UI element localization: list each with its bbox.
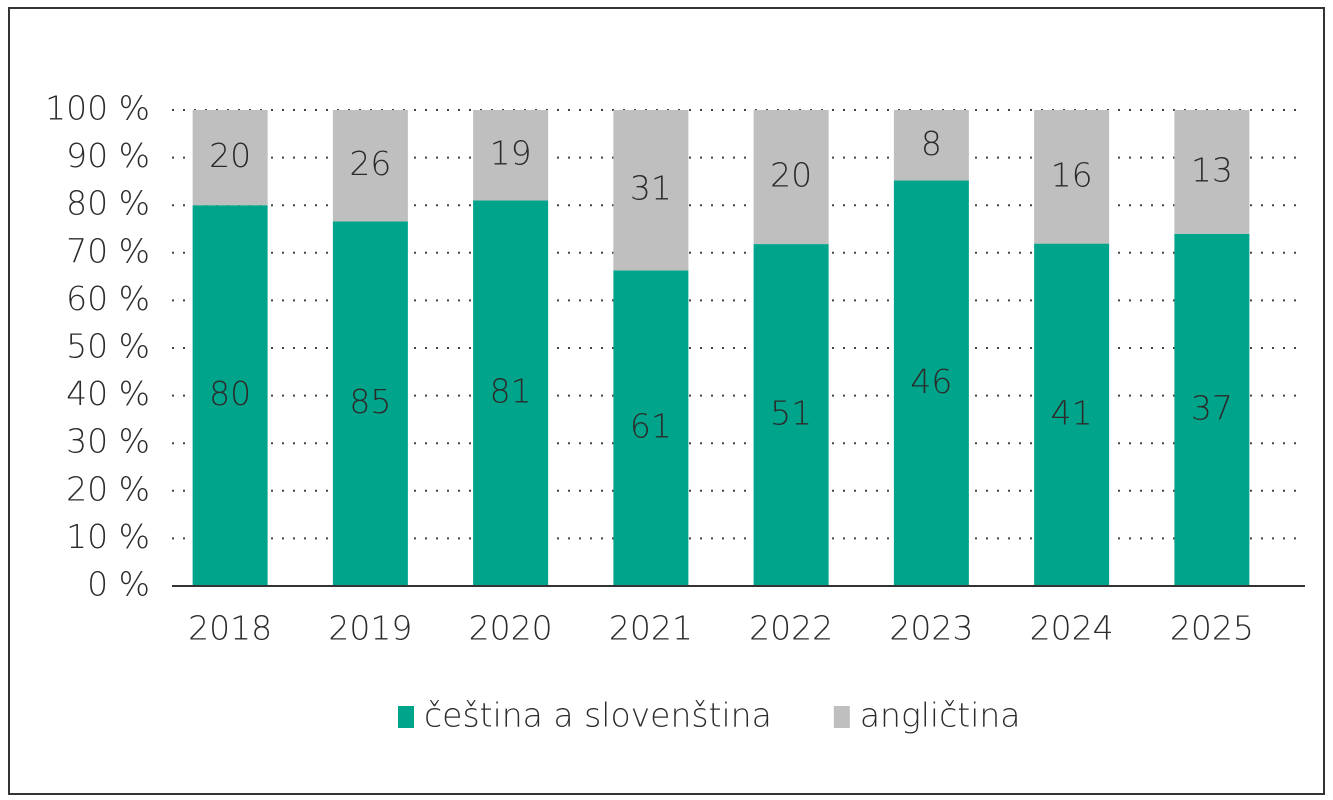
data-label: 8 — [921, 124, 942, 163]
data-label: 20 — [209, 136, 251, 175]
x-tick-label: 2023 — [889, 609, 973, 648]
bar-segment — [332, 221, 408, 587]
bar-segment — [893, 110, 969, 181]
bar-segment — [753, 110, 829, 245]
y-tick-label: 20 % — [66, 469, 150, 508]
y-tick-label: 10 % — [66, 517, 150, 556]
data-label: 85 — [349, 382, 391, 421]
y-tick-label: 0 % — [87, 565, 150, 604]
bar-segment — [473, 110, 549, 201]
y-tick-label: 100 % — [45, 89, 150, 128]
bar-segment — [192, 205, 268, 586]
bar-segment — [1034, 243, 1110, 587]
data-label: 13 — [1191, 150, 1233, 189]
bar-segment — [753, 244, 829, 586]
x-tick-label: 2021 — [609, 609, 693, 648]
data-label: 81 — [490, 372, 532, 411]
legend-label: angličtina — [860, 696, 1021, 735]
legend-label: čeština a slovenština — [424, 696, 772, 735]
data-label: 51 — [770, 394, 812, 433]
bar-segment — [1174, 110, 1250, 234]
y-tick-label: 60 % — [66, 279, 150, 318]
data-label: 80 — [209, 374, 251, 413]
y-tick-label: 50 % — [66, 327, 150, 366]
y-tick-label: 90 % — [66, 136, 150, 175]
y-tick-label: 70 % — [66, 231, 150, 270]
data-label: 61 — [630, 407, 672, 446]
data-label: 37 — [1191, 388, 1233, 427]
x-tick-label: 2020 — [469, 609, 553, 648]
bar-segment — [613, 110, 689, 271]
data-label: 20 — [770, 156, 812, 195]
data-label: 46 — [910, 362, 952, 401]
data-label: 41 — [1051, 393, 1093, 432]
y-tick-label: 30 % — [66, 422, 150, 461]
bar-segment — [332, 110, 408, 222]
bar-segment — [1034, 110, 1110, 244]
x-tick-label: 2022 — [749, 609, 833, 648]
legend-swatch — [398, 706, 414, 728]
bar-segment — [893, 180, 969, 586]
x-tick-label: 2018 — [188, 609, 272, 648]
data-label: 16 — [1051, 155, 1093, 194]
data-label: 31 — [630, 169, 672, 208]
data-label: 19 — [490, 134, 532, 173]
x-tick-label: 2025 — [1170, 609, 1254, 648]
legend-swatch — [833, 706, 850, 728]
bar-segment — [613, 270, 689, 586]
bar-segment — [1174, 233, 1250, 586]
bar-segment — [473, 200, 549, 586]
bar-segment — [192, 110, 268, 206]
x-tick-label: 2024 — [1030, 609, 1114, 648]
data-label: 26 — [349, 144, 391, 183]
y-tick-label: 40 % — [66, 374, 150, 413]
x-tick-label: 2019 — [328, 609, 412, 648]
y-tick-label: 80 % — [66, 184, 150, 223]
